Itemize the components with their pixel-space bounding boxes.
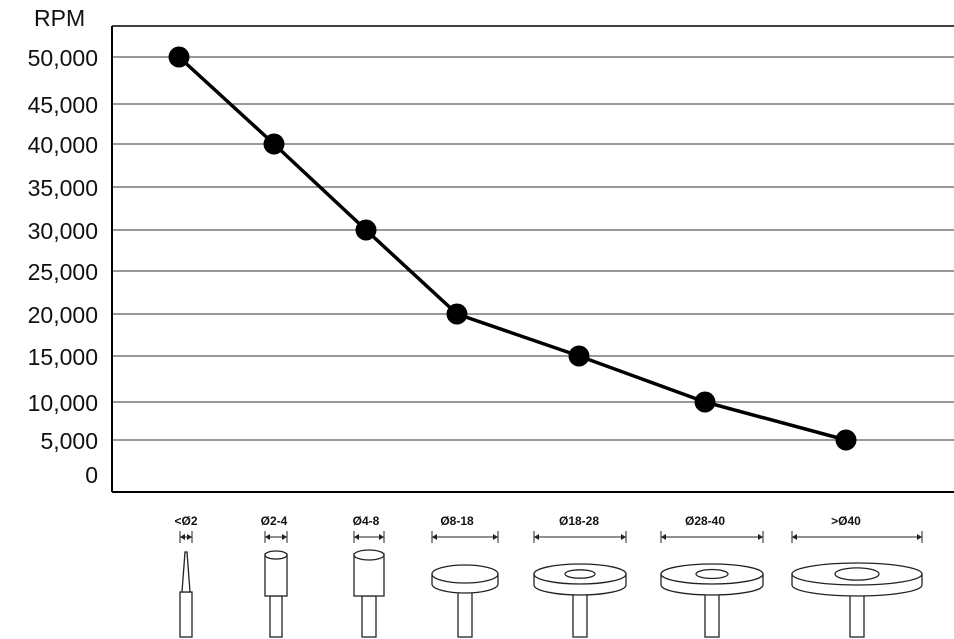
y-tick-label: 20,000 [28, 302, 98, 328]
tool-illustrations [179, 531, 923, 638]
data-point [355, 219, 377, 241]
large-cylinder-burr-icon [353, 531, 385, 638]
tool-size-label: Ø4-8 [353, 514, 380, 528]
y-tick-label: 30,000 [28, 218, 98, 244]
y-tick-label: 10,000 [28, 390, 98, 416]
data-point [835, 429, 857, 451]
disc-8-18-icon [431, 531, 499, 638]
tool-size-label: Ø28-40 [685, 514, 725, 528]
y-tick-label: 15,000 [28, 344, 98, 370]
y-tick-labels: 0 5,000 10,000 15,000 20,000 25,000 30,000 35,0… [28, 45, 98, 488]
disc-18-28-icon [533, 531, 627, 638]
tiny-burr-icon [179, 531, 193, 638]
tool-size-label: <Ø2 [174, 514, 197, 528]
data-points [168, 46, 857, 451]
small-cylinder-burr-icon [264, 531, 288, 638]
tool-size-label: >Ø40 [831, 514, 861, 528]
data-point [694, 391, 716, 413]
tool-size-label: Ø18-28 [559, 514, 599, 528]
tool-size-labels: <Ø2 Ø2-4 Ø4-8 Ø8-18 Ø18-28 Ø28-40 >Ø40 [174, 514, 861, 528]
data-point [446, 303, 468, 325]
y-tick-label: 25,000 [28, 259, 98, 285]
data-point [263, 133, 285, 155]
data-point [168, 46, 190, 68]
y-tick-label: 35,000 [28, 175, 98, 201]
axes [111, 26, 954, 493]
disc-28-40-icon [660, 531, 764, 638]
y-tick-label: 0 [85, 462, 98, 488]
data-point [568, 345, 590, 367]
y-tick-label: 40,000 [28, 132, 98, 158]
y-tick-label: 45,000 [28, 92, 98, 118]
y-tick-label: 5,000 [40, 428, 98, 454]
y-axis-label: RPM [34, 5, 85, 31]
disc-over-40-icon [791, 531, 923, 638]
grid-lines [112, 25, 954, 441]
series-line [177, 55, 847, 442]
y-tick-label: 50,000 [28, 45, 98, 71]
rpm-series-line [177, 55, 847, 442]
tool-size-label: Ø8-18 [440, 514, 474, 528]
tool-size-label: Ø2-4 [261, 514, 288, 528]
